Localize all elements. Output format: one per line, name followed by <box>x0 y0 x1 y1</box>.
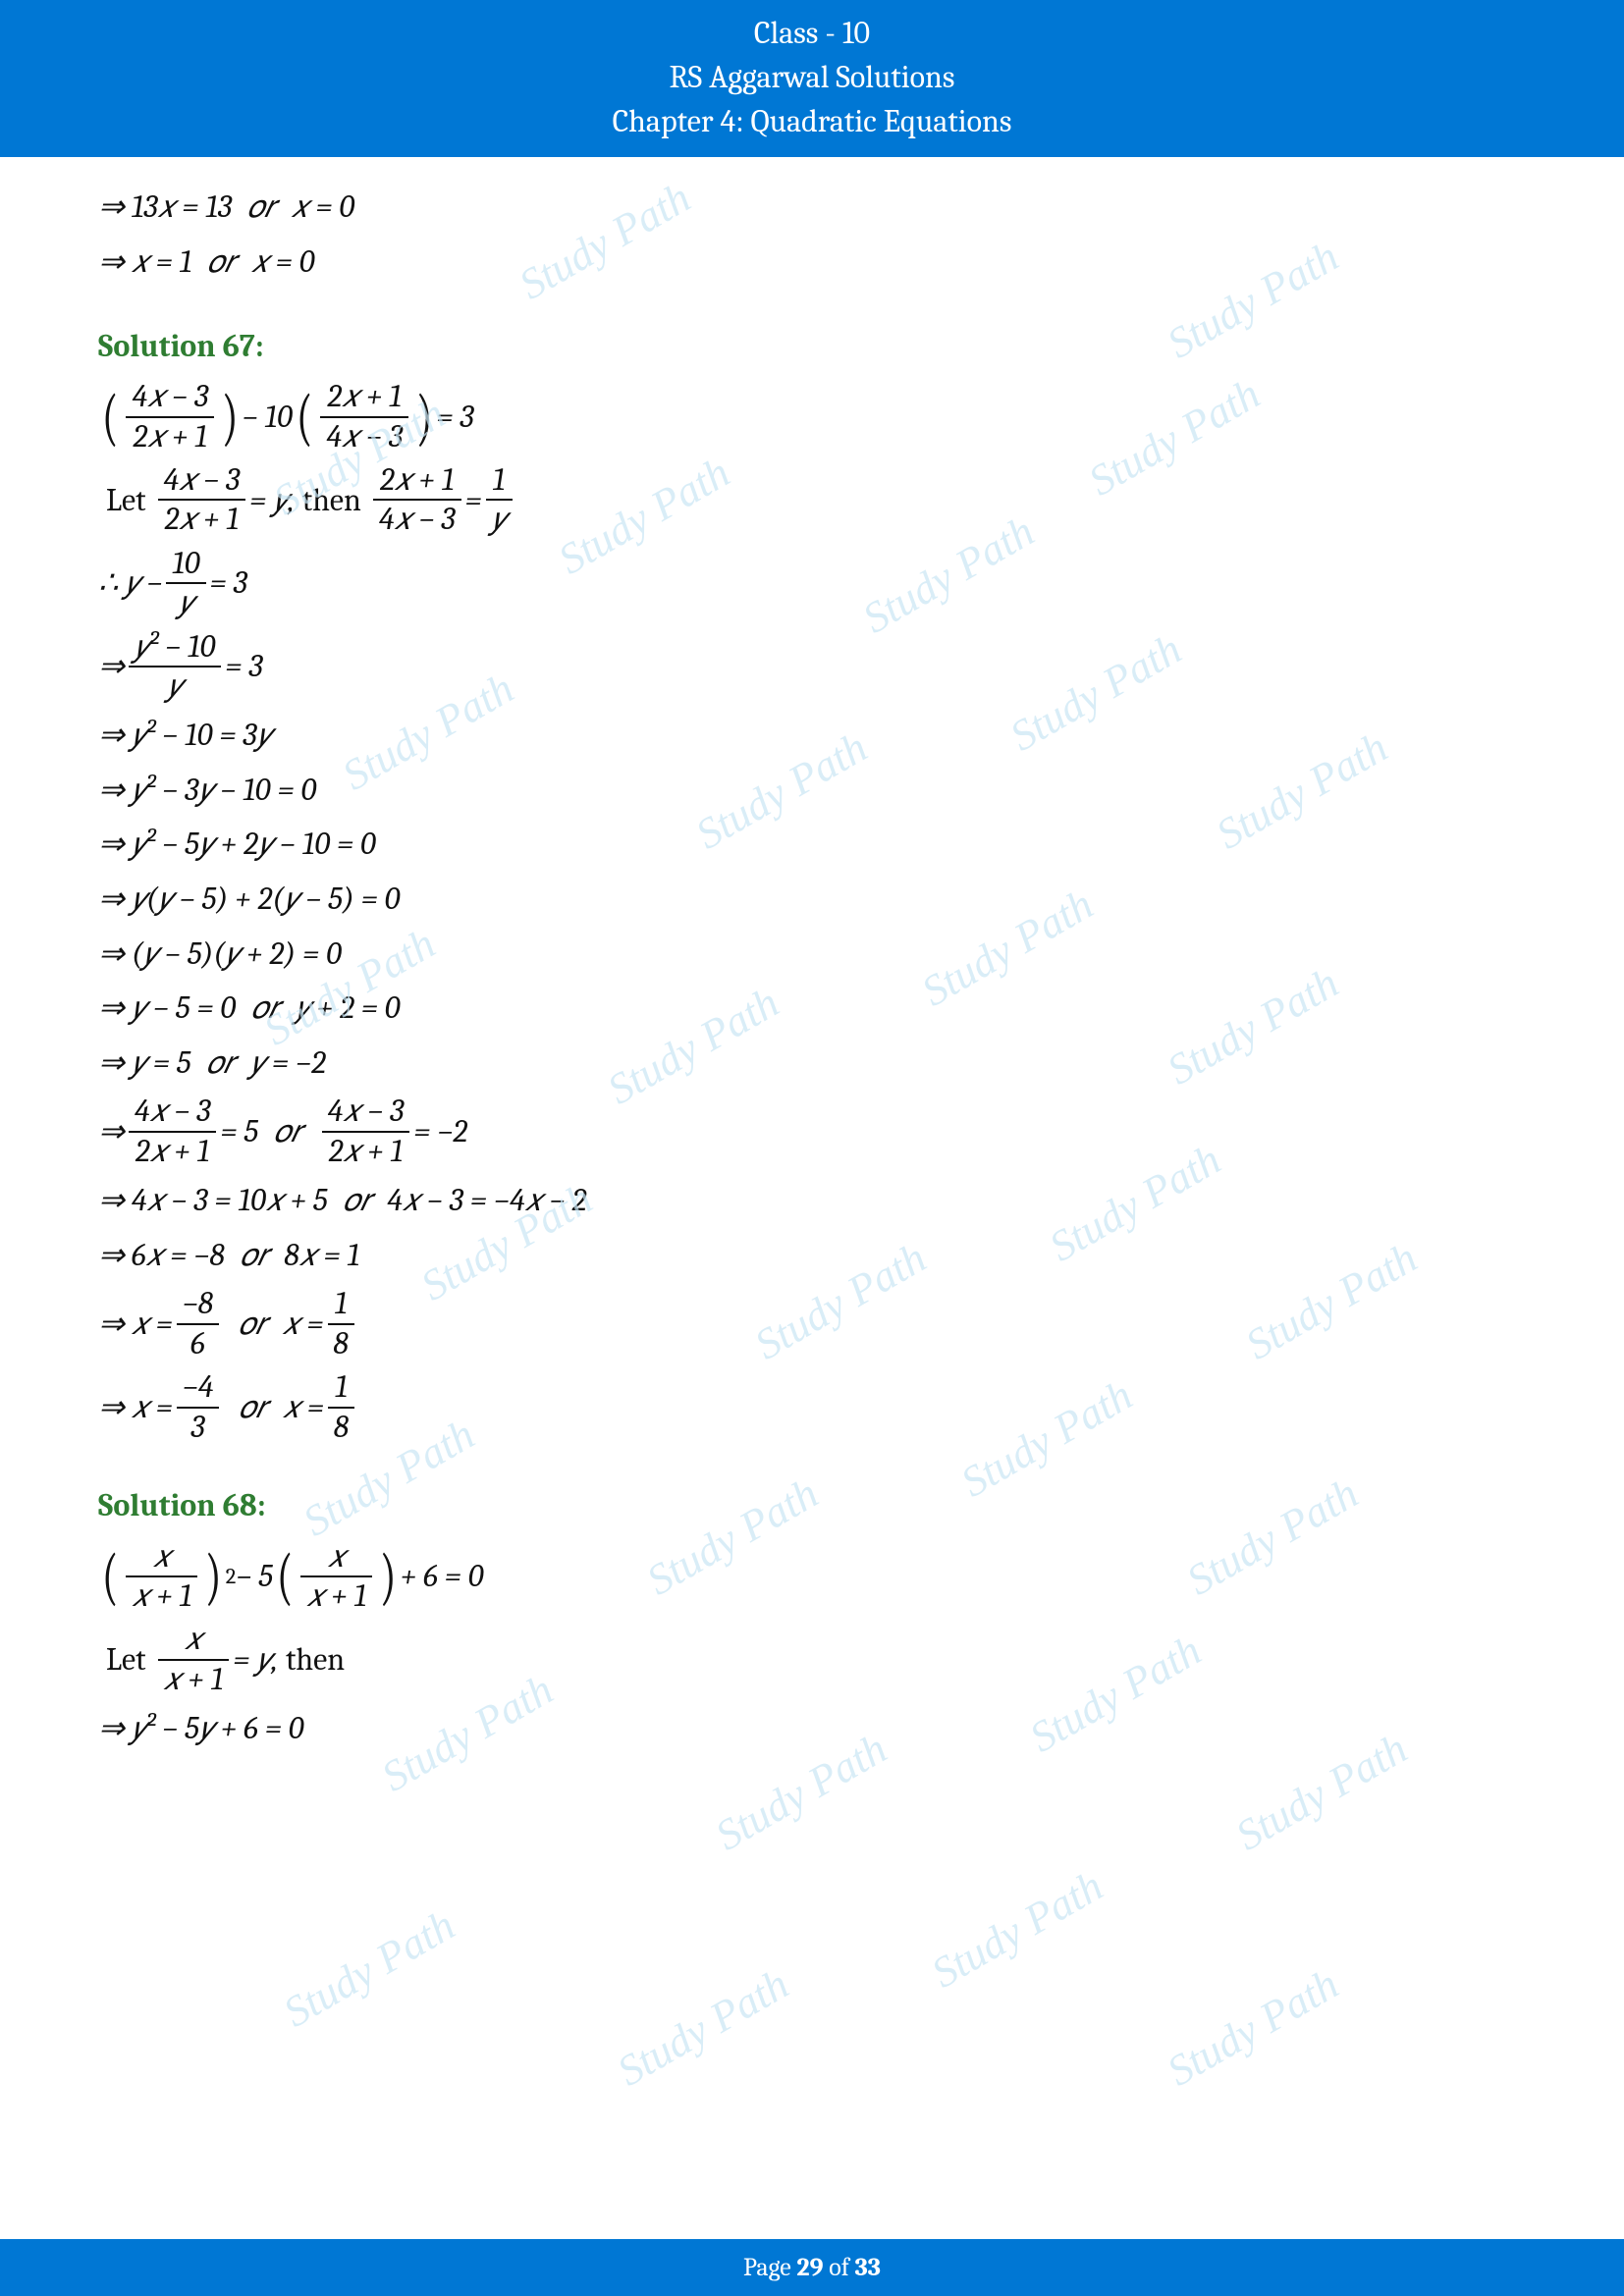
equation-line: ⇒ 𝑦² − 3𝑦 − 10 = 0 <box>98 766 1526 815</box>
equation-line: ⇒ 𝑦² − 5𝑦 + 2𝑦 − 10 = 0 <box>98 820 1526 869</box>
watermark-text: Study Path <box>1159 1958 1347 2096</box>
watermark-text: Study Path <box>609 1958 797 2096</box>
equation-line: ( 𝑥𝑥 + 1 )2 − 5 ( 𝑥𝑥 + 1 ) + 6 = 0 <box>98 1538 1526 1616</box>
footer-current-page: 29 <box>796 2253 823 2282</box>
header-book: RS Aggarwal Solutions <box>0 56 1624 100</box>
equation-line: ⇒ 6𝑥 = −8 𝑜𝑟 8𝑥 = 1 <box>98 1231 1526 1280</box>
watermark-text: Study Path <box>923 1860 1111 1998</box>
equation-line: Let 𝑥𝑥 + 1 = 𝑦, then <box>98 1621 1526 1698</box>
equation-line: ⇒ 4𝑥 − 32𝑥 + 1 = 5 𝑜𝑟 4𝑥 − 32𝑥 + 1 = −2 <box>98 1093 1526 1170</box>
equation-line: ⇒ (𝑦 − 5)(𝑦 + 2) = 0 <box>98 930 1526 979</box>
page-header: Class - 10 RS Aggarwal Solutions Chapter… <box>0 0 1624 157</box>
equation-line: ⇒ 𝑦² − 10𝑦 = 3 <box>98 628 1526 706</box>
equation-line: ⇒ 𝑦² − 5𝑦 + 6 = 0 <box>98 1704 1526 1753</box>
equation-line: ∴ 𝑦 − 10𝑦 = 3 <box>98 545 1526 622</box>
equation-line: ⇒ 𝑦 = 5 𝑜𝑟 𝑦 = −2 <box>98 1039 1526 1088</box>
equation-line: ⇒ 𝑥 = −43 𝑜𝑟 𝑥 = 18 <box>98 1368 1526 1446</box>
header-chapter: Chapter 4: Quadratic Equations <box>0 100 1624 144</box>
footer-prefix: Page <box>743 2253 796 2282</box>
equation-line: ⇒ 𝑥 = 1 𝑜𝑟 𝑥 = 0 <box>98 238 1526 287</box>
solution-heading: Solution 68: <box>98 1481 1526 1530</box>
equation-line: Let 4𝑥 − 32𝑥 + 1 = 𝑦, then 2𝑥 + 14𝑥 − 3 … <box>98 461 1526 539</box>
page-footer: Page 29 of 33 <box>0 2239 1624 2296</box>
equation-line: ⇒ 4𝑥 − 3 = 10𝑥 + 5 𝑜𝑟 4𝑥 − 3 = −4𝑥 − 2 <box>98 1176 1526 1225</box>
equation-line: ⇒ 𝑦(𝑦 − 5) + 2(𝑦 − 5) = 0 <box>98 875 1526 924</box>
equation-line: ⇒ 𝑦 − 5 = 0 𝑜𝑟 𝑦 + 2 = 0 <box>98 984 1526 1033</box>
page-content: ⇒ 13𝑥 = 13 𝑜𝑟 𝑥 = 0 ⇒ 𝑥 = 1 𝑜𝑟 𝑥 = 0 Sol… <box>0 157 1624 1752</box>
footer-total-pages: 33 <box>855 2253 881 2282</box>
footer-middle: of <box>824 2253 855 2282</box>
equation-line: ⇒ 13𝑥 = 13 𝑜𝑟 𝑥 = 0 <box>98 183 1526 232</box>
watermark-text: Study Path <box>275 1899 463 2037</box>
solution-heading: Solution 67: <box>98 322 1526 371</box>
equation-line: ⇒ 𝑥 = −86 𝑜𝑟 𝑥 = 18 <box>98 1285 1526 1362</box>
equation-line: ( 4𝑥 − 32𝑥 + 1 ) − 10 ( 2𝑥 + 14𝑥 − 3 ) =… <box>98 378 1526 455</box>
header-class: Class - 10 <box>0 12 1624 56</box>
equation-line: ⇒ 𝑦² − 10 = 3𝑦 <box>98 711 1526 760</box>
